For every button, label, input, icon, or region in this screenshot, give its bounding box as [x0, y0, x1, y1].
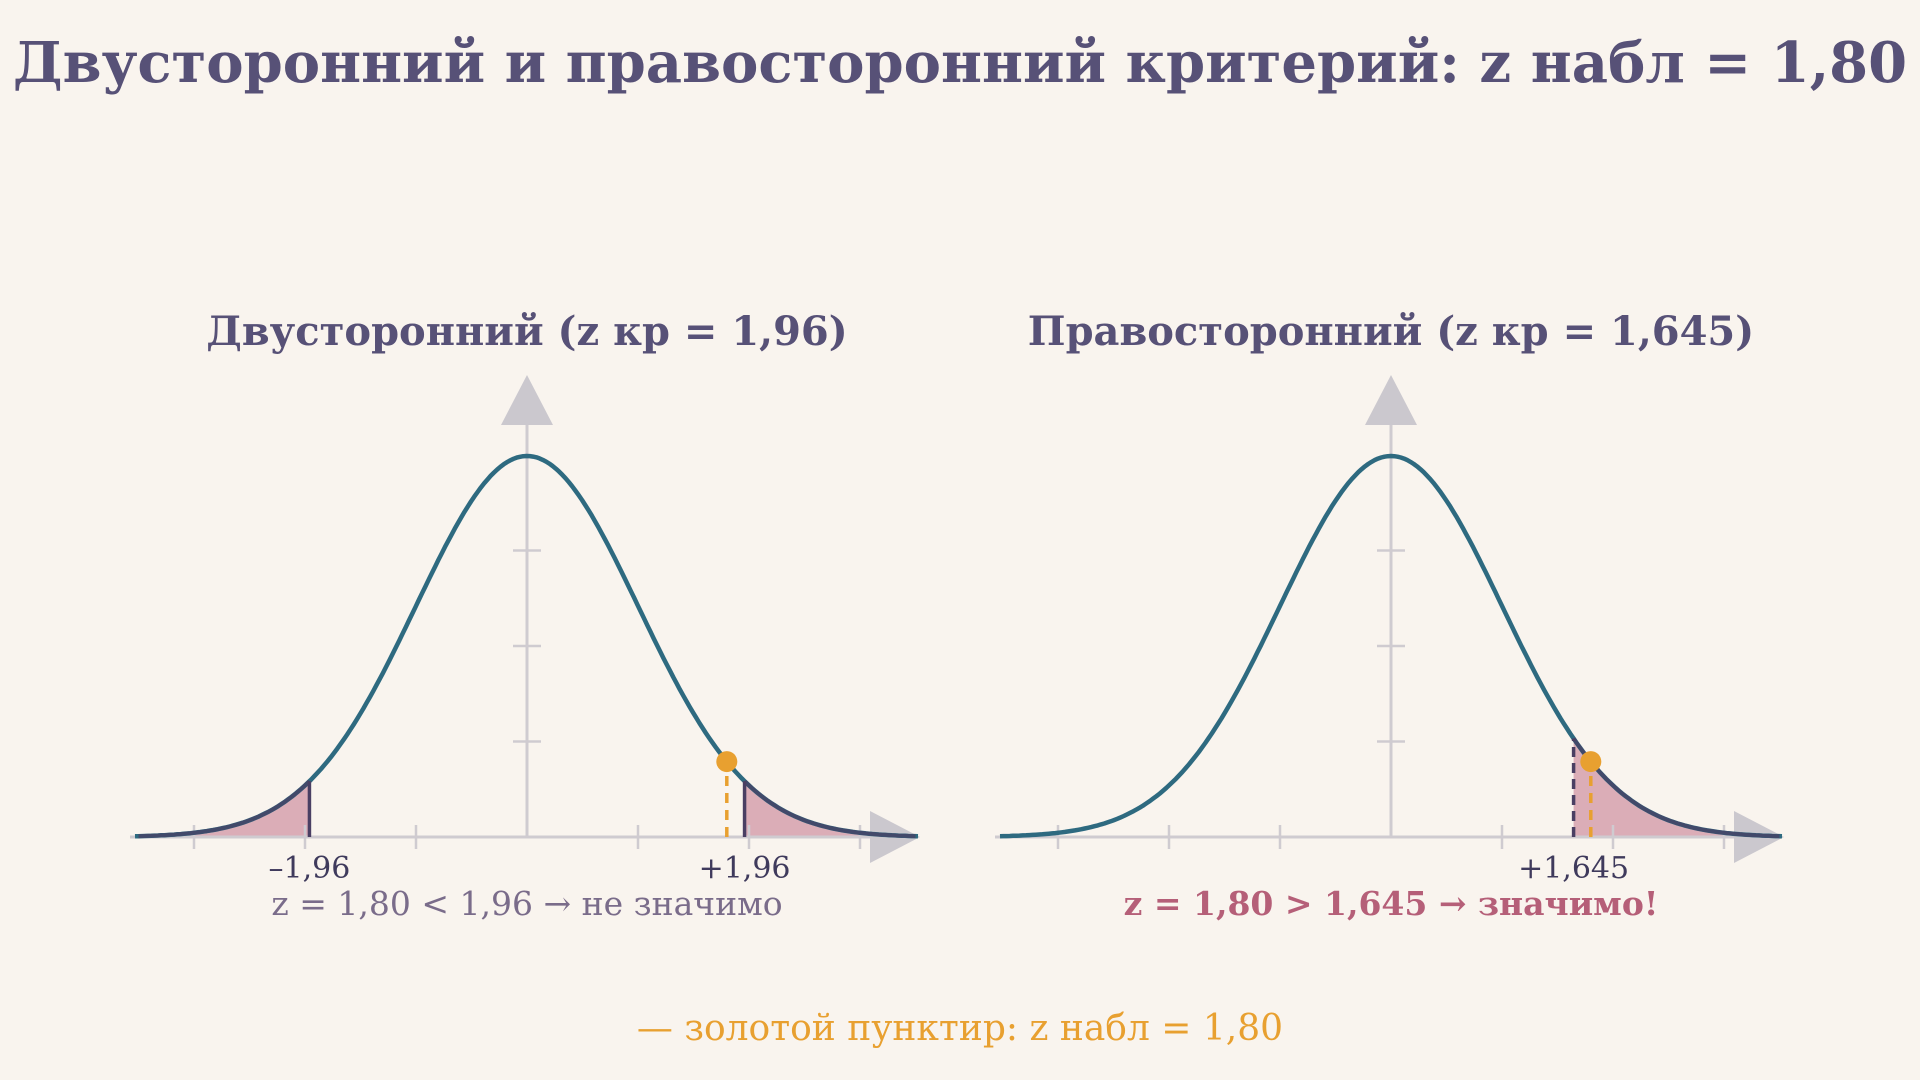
- chart-panel-two-sided: Двусторонний (z кр = 1,96) –1,96 +1,96z = …: [130, 308, 920, 923]
- critical-value-label: +1,96: [699, 851, 791, 886]
- verdict-text: z = 1,80 < 1,96 → не значимо: [271, 884, 782, 923]
- critical-value-label: +1,645: [1518, 851, 1629, 886]
- rejection-curve-segment: [138, 779, 311, 839]
- panel-title: Правосторонний (z кр = 1,645): [1028, 308, 1754, 355]
- verdict-text: z = 1,80 > 1,645 → значимо!: [1124, 884, 1659, 923]
- rejection-region: [1573, 738, 1780, 837]
- legend-note: — золотой пунктир: z набл = 1,80: [637, 1008, 1283, 1049]
- panel-title: Двусторонний (z кр = 1,96): [206, 308, 847, 355]
- rejection-curve-segment: [743, 779, 916, 839]
- y-axis-arrow-icon: [1365, 375, 1417, 425]
- observed-z-point: [1580, 751, 1602, 773]
- observed-z-point: [716, 751, 738, 773]
- rejection-region: [138, 781, 310, 837]
- page-title: Двусторонний и правосторонний критерий: …: [13, 30, 1907, 96]
- rejection-curve-segment: [1571, 737, 1780, 839]
- y-axis-arrow-icon: [501, 375, 553, 425]
- critical-value-label: –1,96: [269, 851, 351, 886]
- rejection-region: [744, 781, 916, 837]
